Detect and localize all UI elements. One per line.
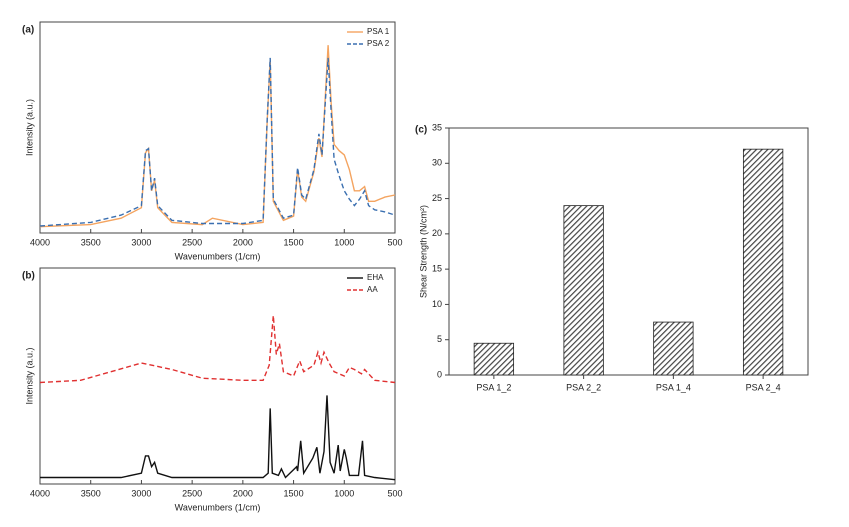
x-tick-label: 2500 bbox=[182, 488, 202, 498]
bar bbox=[653, 321, 694, 376]
panel-label: (b) bbox=[22, 271, 35, 282]
x-tick-label: 3500 bbox=[81, 237, 101, 247]
legend-label: PSA 2 bbox=[367, 39, 390, 48]
plot-frame bbox=[39, 267, 396, 485]
y-axis-label: Shear Strength (N/cm²) bbox=[418, 205, 428, 298]
y-tick-label: 10 bbox=[432, 299, 442, 309]
plot-frame bbox=[39, 21, 396, 234]
bar bbox=[473, 342, 515, 376]
y-tick-label: 25 bbox=[432, 193, 442, 203]
panel-label: (a) bbox=[22, 25, 34, 36]
spectrum-line bbox=[39, 57, 396, 227]
x-tick-label: PSA 2_4 bbox=[746, 382, 781, 392]
bar bbox=[563, 205, 604, 376]
y-axis-label: Intensity (a.u.) bbox=[24, 347, 34, 404]
y-tick-label: 30 bbox=[432, 158, 442, 168]
panel-label: (c) bbox=[415, 125, 427, 136]
bar bbox=[742, 148, 784, 376]
x-tick-label: 1500 bbox=[284, 237, 304, 247]
y-tick-label: 15 bbox=[432, 264, 442, 274]
spectrum-line bbox=[39, 315, 396, 384]
x-tick-label: 3500 bbox=[81, 488, 101, 498]
legend-label: PSA 1 bbox=[367, 27, 390, 36]
x-tick-label: 2000 bbox=[233, 237, 253, 247]
x-tick-label: 3000 bbox=[131, 488, 151, 498]
x-tick-label: 1000 bbox=[334, 237, 354, 247]
y-tick-label: 35 bbox=[432, 122, 442, 132]
x-tick-label: 3000 bbox=[131, 237, 151, 247]
x-tick-label: 1000 bbox=[334, 488, 354, 498]
legend-label: AA bbox=[367, 285, 378, 294]
x-tick-label: 4000 bbox=[30, 237, 50, 247]
x-tick-label: PSA 1_4 bbox=[656, 382, 691, 392]
y-tick-label: 5 bbox=[437, 334, 442, 344]
x-axis-label: Wavenumbers (1/cm) bbox=[175, 502, 261, 512]
x-axis-label: Wavenumbers (1/cm) bbox=[175, 251, 261, 261]
x-tick-label: 2500 bbox=[182, 237, 202, 247]
legend-label: EHA bbox=[367, 273, 384, 282]
x-tick-label: 2000 bbox=[233, 488, 253, 498]
spectrum-line bbox=[40, 395, 396, 481]
x-tick-label: 500 bbox=[387, 488, 402, 498]
x-tick-label: PSA 2_2 bbox=[566, 382, 601, 392]
spectrum-line bbox=[39, 45, 396, 228]
y-tick-label: 0 bbox=[437, 369, 442, 379]
x-tick-label: 500 bbox=[387, 237, 402, 247]
y-tick-label: 20 bbox=[432, 228, 442, 238]
x-tick-label: PSA 1_2 bbox=[476, 382, 511, 392]
x-tick-label: 4000 bbox=[30, 488, 50, 498]
x-tick-label: 1500 bbox=[284, 488, 304, 498]
y-axis-label: Intensity (a.u.) bbox=[24, 99, 34, 156]
plot-frame bbox=[448, 127, 809, 376]
